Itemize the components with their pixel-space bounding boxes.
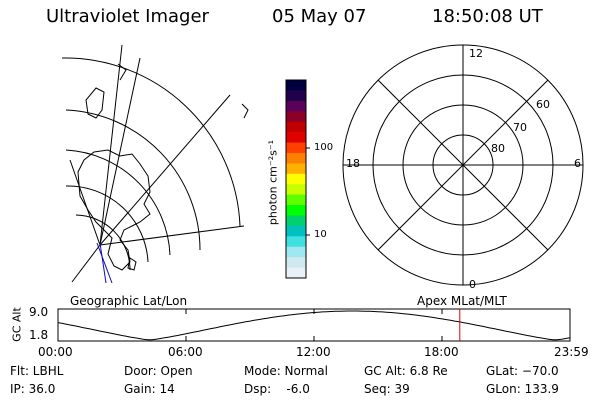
geographic-label: Geographic Lat/Lon	[70, 294, 188, 308]
timeline-x-tick: 06:00	[168, 345, 203, 359]
colorbar-cell	[286, 205, 306, 216]
colorbar-cell	[286, 184, 306, 196]
colorbar-cell	[286, 173, 306, 185]
timeline-x-tick: 23:59	[554, 345, 589, 359]
gain-info: Gain: 14	[124, 382, 175, 396]
dsp-info: Dsp: -6.0	[244, 382, 310, 396]
instrument-title: Ultraviolet Imager	[46, 6, 209, 27]
polar-ring-label-80: 80	[491, 142, 505, 155]
colorbar-cell	[286, 257, 306, 269]
timeline-axis-title: GC Alt	[10, 307, 24, 342]
polar-diagonal	[377, 79, 549, 251]
lat-circle	[65, 185, 149, 263]
coastline	[77, 149, 151, 271]
date-label: 05 May 07	[272, 6, 367, 27]
satellite-track	[99, 242, 107, 284]
apex-label: Apex MLat/MLT	[417, 294, 507, 308]
colorbar-unit-label: photon cm⁻²s⁻¹	[266, 139, 280, 226]
meridian	[99, 44, 123, 246]
coastline	[117, 63, 127, 81]
lat-circle	[61, 57, 241, 227]
colorbar-cell	[286, 236, 306, 248]
coastline	[241, 103, 249, 119]
mode-info: Mode: Normal	[244, 364, 328, 378]
glat-info: GLat: −70.0	[486, 364, 559, 378]
altitude-timeline	[57, 308, 571, 342]
timeline-x-tick: 00:00	[38, 345, 73, 359]
colorbar-cell	[286, 100, 306, 112]
colorbar-cell	[286, 215, 306, 227]
timeline-x-tick: 18:00	[424, 345, 459, 359]
meridian	[99, 94, 231, 246]
polar-label-18: 18	[346, 157, 360, 170]
filter-info: Flt: LBHL	[10, 364, 64, 378]
door-info: Door: Open	[124, 364, 193, 378]
polar-label-0: 0	[469, 278, 476, 291]
colorbar-cell	[286, 152, 306, 164]
colorbar-frame	[285, 79, 307, 279]
lat-circle	[75, 214, 131, 271]
gc-alt-info: GC Alt: 6.8 Re	[364, 364, 448, 378]
polar-label-12: 12	[469, 47, 483, 60]
time-label: 18:50:08 UT	[432, 6, 543, 27]
colorbar-cell	[286, 225, 306, 237]
seq-info: Seq: 39	[364, 382, 410, 396]
timeline-y-max: 9.0	[29, 305, 49, 319]
timeline-y-min: 1.8	[29, 328, 49, 342]
altitude-curve	[57, 310, 571, 341]
lat-circle	[65, 149, 171, 256]
colorbar-cell	[286, 111, 306, 123]
ip-info: IP: 36.0	[10, 382, 56, 396]
lat-circle	[65, 109, 201, 251]
meridian	[99, 57, 141, 246]
coastline	[85, 87, 105, 119]
colorbar-cell	[286, 246, 306, 258]
polar-label-6: 6	[574, 157, 581, 170]
colorbar-cell	[286, 90, 306, 102]
timeline-x-tick: 12:00	[296, 345, 331, 359]
polar-ring-label-70: 70	[513, 121, 527, 134]
colorbar-tick-100: 100	[314, 142, 334, 153]
meridian	[99, 225, 245, 246]
geographic-map	[61, 44, 249, 284]
polar-plot	[342, 44, 584, 286]
colorbar-cell	[286, 267, 306, 279]
colorbar-cell	[286, 121, 306, 133]
colorbar-cell	[286, 132, 306, 144]
colorbar	[285, 79, 310, 279]
coastline	[127, 257, 137, 271]
colorbar-cell	[286, 163, 306, 175]
polar-ring-label-60: 60	[536, 98, 550, 111]
satellite-track	[96, 242, 113, 284]
colorbar-tick-10: 10	[314, 229, 327, 240]
colorbar-cell	[286, 80, 306, 91]
meridian	[69, 159, 101, 246]
colorbar-cell	[286, 142, 306, 154]
meridian	[71, 244, 101, 283]
glon-info: GLon: 133.9	[486, 382, 559, 396]
colorbar-cell	[286, 194, 306, 206]
